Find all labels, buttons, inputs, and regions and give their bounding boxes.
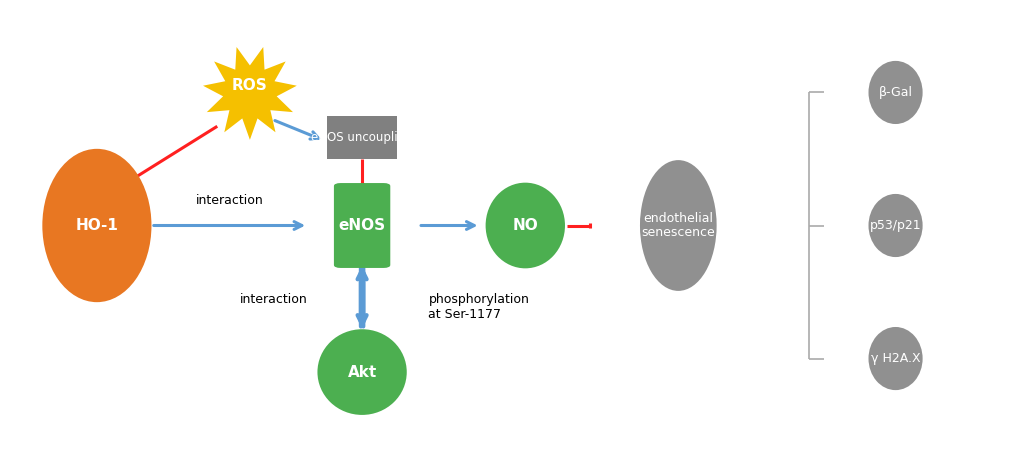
Ellipse shape (639, 160, 716, 291)
Text: NO: NO (512, 218, 538, 233)
Text: eNOS: eNOS (338, 218, 385, 233)
Text: γ H2A.X: γ H2A.X (870, 352, 919, 365)
Text: Akt: Akt (347, 364, 376, 380)
Ellipse shape (867, 61, 922, 124)
Ellipse shape (485, 183, 565, 268)
FancyBboxPatch shape (333, 183, 390, 268)
Ellipse shape (867, 194, 922, 257)
Text: interaction: interaction (196, 194, 263, 207)
Ellipse shape (867, 327, 922, 390)
Ellipse shape (42, 149, 152, 302)
Text: interaction: interaction (239, 294, 307, 306)
Text: p53/p21: p53/p21 (869, 219, 920, 232)
Text: β-Gal: β-Gal (877, 86, 912, 99)
Text: phosphorylation
at Ser-1177: phosphorylation at Ser-1177 (428, 293, 529, 321)
Text: endothelial
senescence: endothelial senescence (641, 212, 714, 239)
Text: HO-1: HO-1 (75, 218, 118, 233)
FancyBboxPatch shape (327, 116, 396, 159)
Text: eNOS uncoupling: eNOS uncoupling (311, 131, 413, 144)
Polygon shape (203, 47, 297, 140)
Ellipse shape (317, 329, 407, 415)
Text: ROS: ROS (231, 78, 268, 93)
